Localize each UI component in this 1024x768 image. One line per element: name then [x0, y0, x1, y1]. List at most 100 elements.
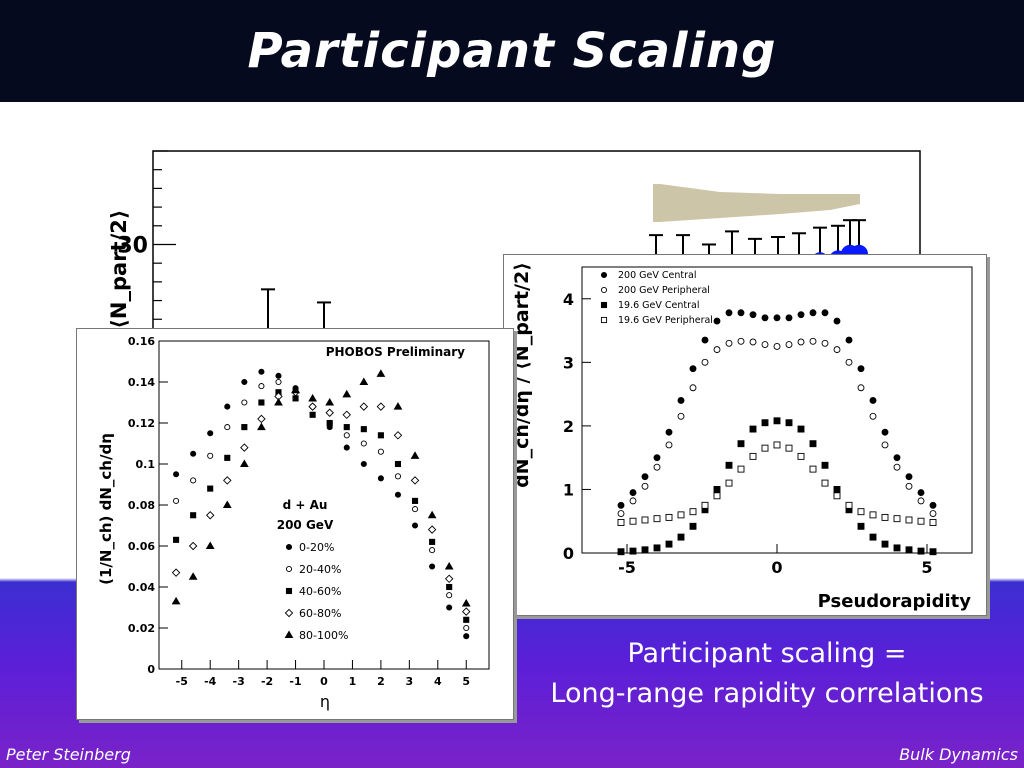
data-point	[343, 444, 350, 451]
slide-title: Participant Scaling	[247, 23, 777, 79]
data-point	[689, 384, 697, 392]
data-point	[797, 311, 805, 319]
y-tick-label: 1	[563, 480, 574, 499]
data-point	[376, 402, 386, 411]
data-point	[377, 432, 384, 439]
data-point	[173, 471, 180, 478]
data-point	[677, 412, 685, 420]
data-point	[737, 309, 745, 317]
data-point	[653, 463, 661, 471]
y-tick-label: 0	[147, 663, 155, 676]
data-point	[893, 515, 901, 523]
data-point	[241, 378, 248, 386]
data-point	[462, 607, 471, 616]
y-tick-label: 0.14	[128, 376, 155, 389]
data-point	[171, 568, 181, 577]
data-point	[881, 513, 889, 521]
data-point	[773, 342, 781, 350]
data-point	[241, 399, 248, 406]
data-point	[427, 510, 437, 519]
data-point	[893, 454, 901, 462]
data-point	[325, 398, 335, 406]
data-point	[905, 546, 913, 554]
data-point	[343, 432, 350, 439]
data-point	[360, 440, 367, 447]
y-tick-label: 0.02	[128, 622, 155, 635]
y-tick-label: 30	[117, 233, 148, 258]
data-point	[821, 461, 829, 469]
data-point	[309, 411, 316, 418]
data-point	[821, 309, 829, 317]
data-point	[653, 515, 661, 523]
data-point	[429, 563, 436, 570]
legend-marker	[285, 587, 293, 595]
data-point	[190, 512, 197, 519]
data-point	[292, 395, 299, 402]
data-point	[917, 489, 925, 497]
data-point	[893, 463, 901, 471]
data-point	[629, 547, 637, 555]
data-point	[905, 516, 913, 524]
data-point	[929, 548, 937, 556]
data-point	[857, 522, 865, 530]
data-point	[171, 596, 181, 605]
legend-label: 200 GeV Central	[618, 270, 696, 281]
x-tick-label: 0	[320, 675, 328, 688]
x-tick-label: 0	[771, 558, 782, 577]
data-point	[797, 338, 805, 346]
data-point	[725, 479, 733, 487]
data-point	[929, 501, 937, 509]
y-tick-label: 0.16	[128, 335, 155, 348]
data-point	[275, 378, 282, 386]
data-point	[258, 399, 265, 406]
legend-label: 60-80%	[299, 607, 341, 620]
x-axis-label: Pseudorapidity	[818, 591, 972, 612]
data-point	[617, 501, 625, 509]
data-point	[701, 336, 709, 344]
data-point	[713, 317, 721, 325]
legend-title: d + Au	[283, 498, 328, 512]
data-point	[701, 358, 709, 366]
data-point	[240, 443, 249, 452]
data-point	[205, 511, 215, 520]
data-point	[773, 441, 781, 449]
data-point	[190, 477, 197, 484]
data-point	[411, 506, 419, 513]
data-point	[342, 410, 351, 420]
y-tick-label: 3	[563, 353, 574, 372]
x-tick-label: -5	[176, 675, 188, 688]
y-tick-label: 2	[563, 417, 574, 436]
data-point	[411, 497, 419, 504]
data-point	[833, 317, 841, 325]
data-point	[359, 377, 369, 386]
data-point	[761, 419, 769, 427]
data-point	[308, 402, 317, 411]
data-point	[665, 428, 673, 436]
y-axis-label: (1/N_ch) dN_ch/dη	[97, 433, 115, 585]
data-point	[410, 451, 420, 459]
data-point	[737, 337, 745, 345]
data-point	[749, 425, 757, 433]
data-point	[629, 497, 637, 505]
data-point	[257, 414, 266, 424]
data-point	[207, 452, 214, 459]
data-point	[377, 448, 384, 455]
legend-marker	[600, 301, 608, 309]
data-point	[224, 403, 231, 410]
data-point	[857, 384, 865, 392]
data-point	[809, 309, 817, 317]
data-point	[641, 473, 649, 481]
y-tick-label: 0.06	[128, 540, 155, 553]
data-point	[869, 533, 877, 541]
data-point	[665, 441, 673, 449]
legend-marker	[600, 316, 608, 324]
data-point	[821, 479, 829, 487]
data-point	[785, 341, 793, 348]
data-point	[173, 536, 180, 543]
phobos-label: PHOBOS Preliminary	[326, 345, 465, 359]
data-point	[845, 336, 853, 344]
data-point	[749, 338, 757, 346]
data-point	[785, 444, 793, 452]
data-point	[881, 428, 889, 436]
data-point	[833, 492, 841, 500]
